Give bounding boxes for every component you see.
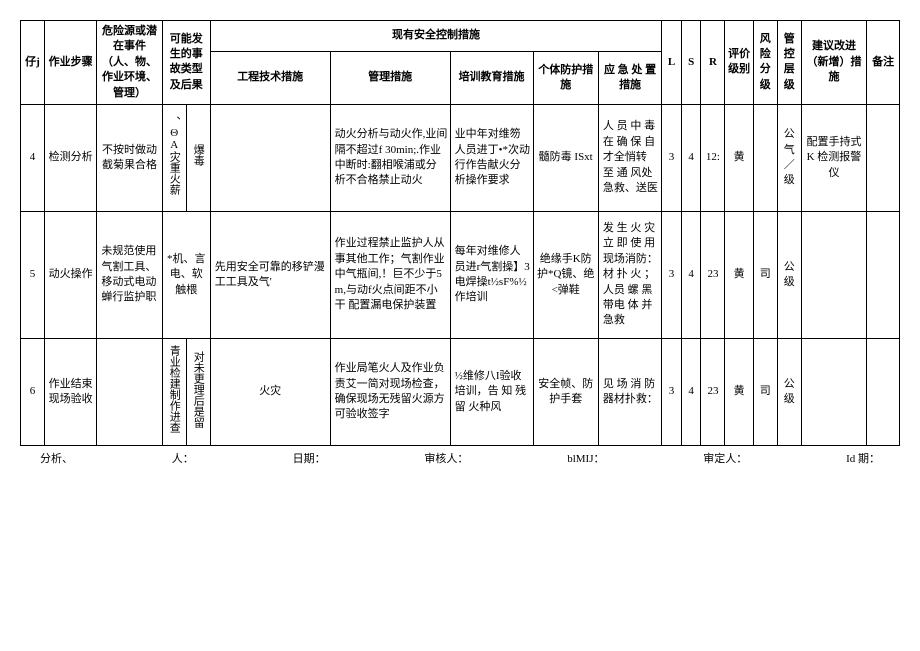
cell-remark bbox=[867, 104, 900, 211]
cell-S: 4 bbox=[681, 338, 701, 445]
table-row: 6 作业结束现场验收 青业检建制作进查 对未更理后是留 火灾 作业局笔火人及作业… bbox=[21, 338, 900, 445]
cell-m3: ½维修八I验收培训，告 知 残 留 火种风 bbox=[450, 338, 533, 445]
footer-f4: 审核人： bbox=[424, 450, 468, 466]
cell-m5: 发 生 火 灾立 即 使 用现场消防：材 扑 火 ； 人员 螺 黑 带电 体 并… bbox=[598, 211, 661, 338]
h-accident: 可能发生的事故类型及后果 bbox=[162, 21, 210, 105]
cell-suggest: 配置手持式K 检测报警仪 bbox=[801, 104, 866, 211]
footer-f5: blMIJ： bbox=[567, 450, 604, 466]
cell-m4: 髓防毒 ISxt bbox=[533, 104, 598, 211]
cell-m5: 见 场 消 防器材扑救： bbox=[598, 338, 661, 445]
cell-suggest bbox=[801, 211, 866, 338]
cell-m5: 人 员 中 毒在 确 保 自才全悄转 至 通 风处急救、送医 bbox=[598, 104, 661, 211]
cell-risk: 司 bbox=[753, 211, 777, 338]
h-step: 作业步骤 bbox=[44, 21, 96, 105]
cell-suggest bbox=[801, 338, 866, 445]
cell-m4: 绝缘手K防护*Q镜、绝<弹鞋 bbox=[533, 211, 598, 338]
cell-risk: 司 bbox=[753, 338, 777, 445]
cell-S: 4 bbox=[681, 211, 701, 338]
main-table: 仔j 作业步骤 危险源或潜在事件（人、物、作业环境、管理） 可能发生的事故类型及… bbox=[20, 20, 900, 446]
cell-remark bbox=[867, 211, 900, 338]
cell-eval: 黄 bbox=[725, 338, 753, 445]
header-row-1: 仔j 作业步骤 危险源或潜在事件（人、物、作业环境、管理） 可能发生的事故类型及… bbox=[21, 21, 900, 52]
cell-m2: 作业局笔火人及作业负责艾一简对现场检查，确保现场无残留火源方可验收签字 bbox=[330, 338, 450, 445]
footer-f1: 分析、 bbox=[40, 450, 73, 466]
cell-acc-pre: 青业检建制作进查 bbox=[162, 338, 186, 445]
footer-f6: 审定人： bbox=[703, 450, 747, 466]
cell-m3: 每年对维修人员进r气割操】3电焊操t½sF%½作培训 bbox=[450, 211, 533, 338]
cell-S: 4 bbox=[681, 104, 701, 211]
cell-m1 bbox=[210, 104, 330, 211]
cell-L: 3 bbox=[662, 338, 682, 445]
cell-remark bbox=[867, 338, 900, 445]
cell-L: 3 bbox=[662, 211, 682, 338]
cell-hazard: 未规范使用气割工具、移动式电动 蝉行监护职 bbox=[97, 211, 162, 338]
h-m2: 管理措施 bbox=[330, 52, 450, 105]
cell-m2: 作业过程禁止监护人从事其他工作；气割作业中气瓶间,！巨不少于5m,与动f火点间距… bbox=[330, 211, 450, 338]
table-row: 5 动火操作 未规范使用气割工具、移动式电动 蝉行监护职 *机、言电、软触椳 先… bbox=[21, 211, 900, 338]
cell-acc-pre2: 对未更理后是留 bbox=[186, 338, 210, 445]
cell-eval: 黄 bbox=[725, 211, 753, 338]
h-suggest: 建议改进（新增）措施 bbox=[801, 21, 866, 105]
cell-m2: 动火分析与动火作,业间隔不超过f 30min;.作业中断时:翻相喉浦或分析不合格… bbox=[330, 104, 450, 211]
cell-ctrl: 公 级 bbox=[777, 211, 801, 338]
footer-row: 分析、 人： 日期： 审核人： blMIJ： 审定人： Id 期： bbox=[20, 446, 900, 466]
h-m3: 培训教育措施 bbox=[450, 52, 533, 105]
h-R: R bbox=[701, 21, 725, 105]
page-container: 仔j 作业步骤 危险源或潜在事件（人、物、作业环境、管理） 可能发生的事故类型及… bbox=[20, 20, 900, 466]
cell-L: 3 bbox=[662, 104, 682, 211]
cell-acc-a: 、ΘA灾重火薪 bbox=[162, 104, 186, 211]
cell-n: 4 bbox=[21, 104, 45, 211]
h-remark: 备注 bbox=[867, 21, 900, 105]
cell-acc: *机、言电、软触椳 bbox=[162, 211, 210, 338]
footer-f2: 人： bbox=[172, 450, 194, 466]
cell-ctrl: 公气／级 bbox=[777, 104, 801, 211]
cell-R: 12: bbox=[701, 104, 725, 211]
table-row: 4 检测分析 不按时做动截菊果合格 、ΘA灾重火薪 爆毒 动火分析与动火作,业间… bbox=[21, 104, 900, 211]
cell-step: 检测分析 bbox=[44, 104, 96, 211]
cell-m1: 火灾 bbox=[210, 338, 330, 445]
h-ctrl: 管 控层级 bbox=[777, 21, 801, 105]
cell-risk bbox=[753, 104, 777, 211]
h-m1: 工程技术措施 bbox=[210, 52, 330, 105]
cell-n: 5 bbox=[21, 211, 45, 338]
cell-hazard bbox=[97, 338, 162, 445]
h-eval: 评价级别 bbox=[725, 21, 753, 105]
cell-eval: 黄 bbox=[725, 104, 753, 211]
cell-acc-b: 爆毒 bbox=[186, 104, 210, 211]
cell-hazard: 不按时做动截菊果合格 bbox=[97, 104, 162, 211]
h-measures-group: 现有安全控制措施 bbox=[210, 21, 661, 52]
h-m5: 应 急 处 置措施 bbox=[598, 52, 661, 105]
h-L: L bbox=[662, 21, 682, 105]
h-hazard: 危险源或潜在事件（人、物、作业环境、管理） bbox=[97, 21, 162, 105]
cell-m1: 先用安全可靠的移铲漫工工具及气' bbox=[210, 211, 330, 338]
cell-ctrl: 公 级 bbox=[777, 338, 801, 445]
h-S: S bbox=[681, 21, 701, 105]
cell-R: 23 bbox=[701, 211, 725, 338]
cell-m4: 安全帧、防护手套 bbox=[533, 338, 598, 445]
h-m4: 个体防护措施 bbox=[533, 52, 598, 105]
footer-f7: Id 期： bbox=[846, 450, 880, 466]
cell-step: 作业结束现场验收 bbox=[44, 338, 96, 445]
h-seq: 仔j bbox=[21, 21, 45, 105]
cell-n: 6 bbox=[21, 338, 45, 445]
footer-f3: 日期： bbox=[293, 450, 326, 466]
cell-step: 动火操作 bbox=[44, 211, 96, 338]
h-risk: 风险分级 bbox=[753, 21, 777, 105]
cell-R: 23 bbox=[701, 338, 725, 445]
cell-m3: 业中年对维笏人员进丁•*次动行作告献火分析操作要求 bbox=[450, 104, 533, 211]
